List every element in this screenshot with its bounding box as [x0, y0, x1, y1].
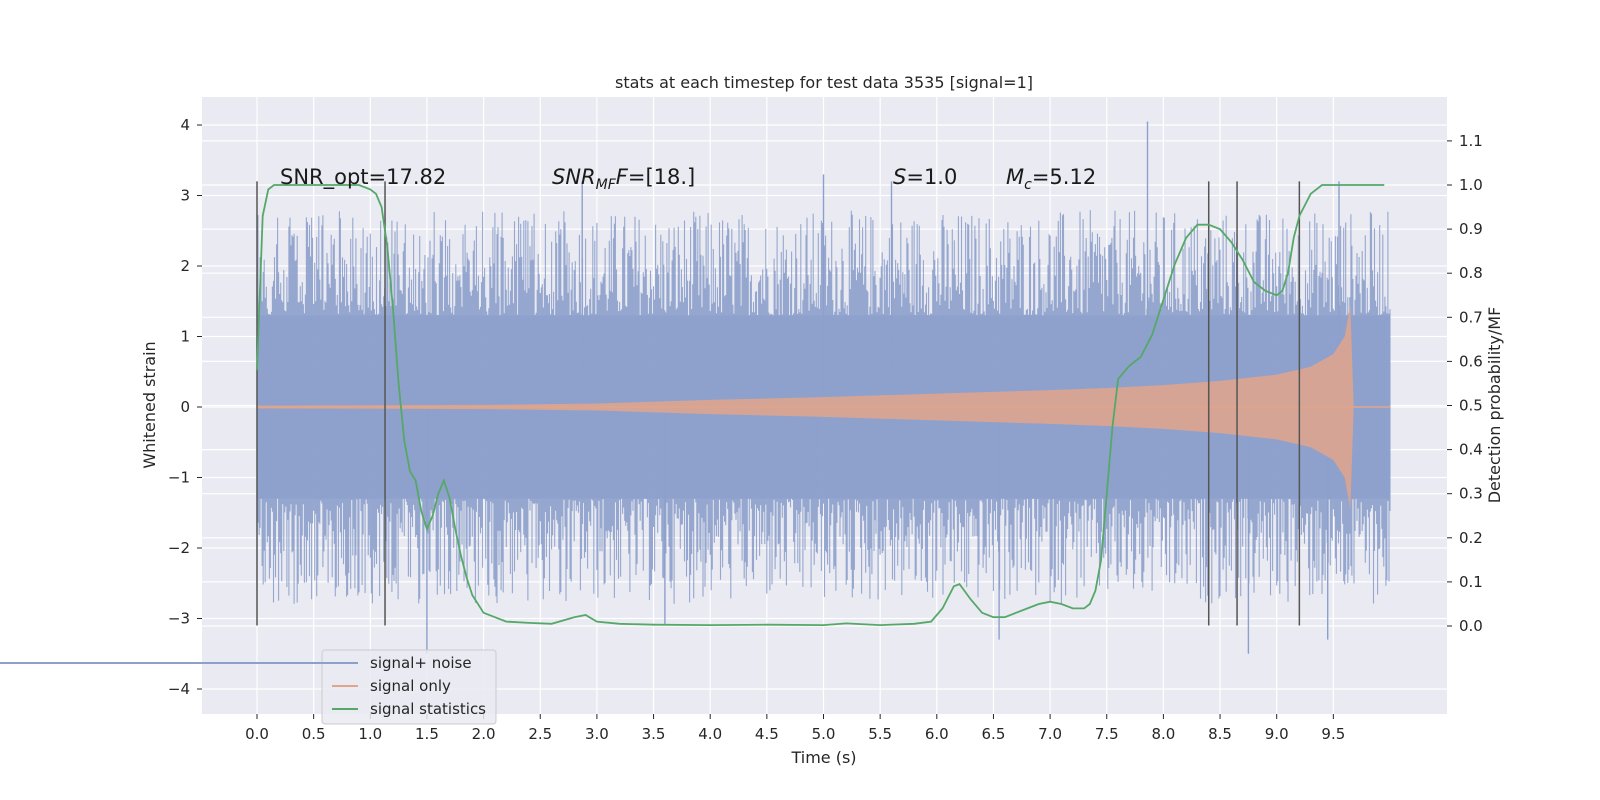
y2-tick-label: 0.1	[1459, 573, 1483, 591]
x-tick-label: 2.0	[472, 725, 496, 743]
annotation-mc-sub: c	[1024, 177, 1032, 193]
x-axis-label: Time (s)	[790, 748, 856, 767]
chart-title: stats at each timestep for test data 353…	[615, 73, 1033, 92]
annotation-snr-mf: SNRMFF=[18.]	[552, 165, 695, 193]
annotation-snr-mf-sub: MF	[596, 177, 617, 193]
y2-tick-label: 0.7	[1459, 308, 1483, 326]
x-tick-label: 0.5	[302, 725, 326, 743]
annotation-snr-mf-base: SNR	[552, 165, 596, 189]
x-tick-label: 1.0	[358, 725, 382, 743]
x-tick-label: 2.5	[528, 725, 552, 743]
y2-axis-label: Detection probability/MF	[1485, 307, 1504, 504]
x-tick-label: 9.0	[1265, 725, 1289, 743]
x-tick-label: 8.5	[1208, 725, 1232, 743]
signal-statistics-series	[256, 184, 1385, 627]
x-tick-label: 3.5	[642, 725, 666, 743]
annotation-s-sym: S	[893, 165, 906, 189]
legend-label-noise: signal+ noise	[370, 654, 472, 672]
x-tick-label: 8.0	[1151, 725, 1175, 743]
x-tick-label: 1.5	[415, 725, 439, 743]
annotation-snr-mf-rest: =[18.]	[628, 165, 695, 189]
legend-label-signal: signal only	[370, 677, 451, 695]
y-tick-label: −2	[168, 539, 190, 557]
y2-tick-label: 0.3	[1459, 485, 1483, 503]
x-tick-label: 7.5	[1095, 725, 1119, 743]
annotation-snr-mf-f: F	[616, 165, 629, 189]
signal-only-series	[257, 304, 1390, 510]
annotation-snr-opt: SNR_opt=17.82	[280, 165, 446, 190]
legend-box	[321, 649, 497, 725]
y-tick-label: 3	[180, 187, 190, 205]
y-tick-label: 2	[180, 257, 190, 275]
x-tick-label: 3.0	[585, 725, 609, 743]
annotation-s-rest: =1.0	[906, 165, 957, 189]
y2-tick-label: 0.4	[1459, 441, 1483, 459]
x-tick-label: 4.5	[755, 725, 779, 743]
annotation-mc-rest: =5.12	[1032, 165, 1096, 189]
statistics-line	[256, 184, 1385, 627]
legend-label-stats: signal statistics	[370, 700, 486, 718]
annotation-mc-base: M	[1006, 165, 1024, 189]
x-tick-label: 6.5	[982, 725, 1006, 743]
x-tick-label: 5.5	[868, 725, 892, 743]
y2-tick-label: 1.1	[1459, 132, 1483, 150]
y-tick-label: −3	[168, 610, 190, 628]
y2-tick-label: 0.9	[1459, 220, 1483, 238]
y2-tick-label: 0.5	[1459, 397, 1483, 415]
annotation-s: S=1.0	[893, 165, 957, 189]
y-tick-label: −1	[168, 469, 190, 487]
x-tick-label: 9.5	[1321, 725, 1345, 743]
y-tick-label: 0	[180, 398, 190, 416]
y2-tick-label: 0.0	[1459, 617, 1483, 635]
annotation-mc: Mc=5.12	[1006, 165, 1096, 193]
y2-tick-label: 1.0	[1459, 176, 1483, 194]
x-tick-label: 5.0	[812, 725, 836, 743]
vertical-markers	[256, 181, 1301, 626]
y-tick-label: 4	[180, 116, 190, 134]
x-tick-label: 7.0	[1038, 725, 1062, 743]
x-tick-label: 4.0	[698, 725, 722, 743]
y2-tick-label: 0.2	[1459, 529, 1483, 547]
x-tick-label: 6.0	[925, 725, 949, 743]
y2-tick-label: 0.6	[1459, 352, 1483, 370]
y-tick-label: 1	[180, 328, 190, 346]
y2-tick-label: 0.8	[1459, 264, 1483, 282]
tick-labels: 0.0 0.5 1.0 1.5 2.0 2.5 3.0 3.5 4.0 4.5 5.0 5.5 6.0 6…	[168, 116, 1483, 743]
legend: signal+ noise signal only signal statist…	[0, 649, 497, 725]
y-axis-label: Whitened strain	[140, 341, 159, 468]
x-tick-label: 0.0	[245, 725, 269, 743]
y-tick-label: −4	[168, 680, 190, 698]
